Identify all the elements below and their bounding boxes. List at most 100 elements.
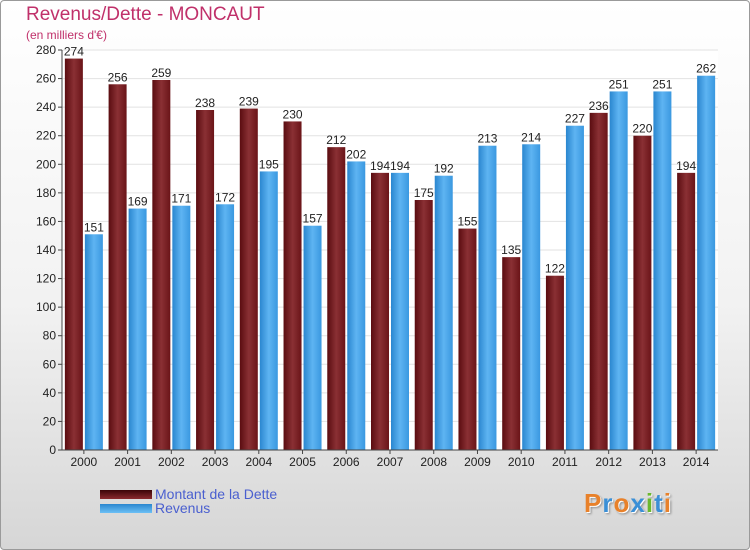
x-tick-label: 2011 [552, 455, 578, 469]
bar-revenus [172, 205, 191, 450]
data-label: 157 [303, 212, 323, 226]
proxiti-logo: Proxiti [584, 488, 672, 518]
bar-debt [589, 112, 608, 450]
bar-debt [108, 84, 127, 451]
y-tick-label: 160 [36, 214, 56, 228]
legend-label-revenus: Revenus [155, 500, 211, 516]
data-label: 192 [434, 162, 454, 176]
data-label: 239 [239, 95, 259, 109]
y-tick-label: 100 [36, 300, 56, 314]
bar-revenus [434, 175, 453, 450]
data-label: 236 [589, 99, 609, 113]
y-tick-label: 200 [36, 157, 56, 171]
bar-revenus [653, 91, 672, 450]
data-label: 169 [128, 195, 148, 209]
chart-title: Revenus/Dette - MONCAUT [26, 4, 265, 25]
data-label: 194 [676, 159, 696, 173]
x-tick-label: 2009 [464, 455, 491, 469]
bar-revenus [216, 204, 235, 450]
x-tick-label: 2004 [245, 455, 272, 469]
bar-debt [458, 228, 477, 450]
data-label: 230 [283, 107, 303, 121]
y-tick-label: 20 [43, 414, 57, 428]
y-tick-label: 140 [36, 243, 56, 257]
legend-swatch-revenus [100, 503, 152, 513]
data-label: 214 [521, 130, 541, 144]
data-label: 194 [370, 159, 390, 173]
x-tick-label: 2013 [639, 455, 666, 469]
data-label: 171 [171, 192, 191, 206]
y-tick-label: 280 [36, 43, 56, 57]
data-label: 251 [609, 77, 629, 91]
data-label: 238 [195, 96, 215, 110]
x-tick-label: 2010 [508, 455, 535, 469]
legend-swatch-debt [100, 489, 152, 499]
data-label: 122 [545, 262, 565, 276]
x-tick-label: 2008 [420, 455, 447, 469]
bar-revenus [609, 91, 628, 450]
y-tick-label: 260 [36, 72, 56, 86]
x-tick-label: 2005 [289, 455, 316, 469]
data-label: 256 [108, 70, 128, 84]
chart-subtitle: (en milliers d'€) [26, 28, 107, 42]
bar-debt [545, 275, 564, 450]
bar-revenus [128, 208, 147, 450]
y-tick-label: 240 [36, 100, 56, 114]
x-tick-label: 2014 [683, 455, 710, 469]
data-label: 227 [565, 112, 585, 126]
x-tick-label: 2002 [158, 455, 185, 469]
data-label: 274 [64, 45, 84, 59]
bar-revenus [303, 225, 322, 450]
bar-debt [502, 257, 521, 450]
y-tick-label: 0 [49, 443, 56, 457]
y-tick-label: 220 [36, 129, 56, 143]
bar-revenus [84, 234, 103, 450]
bar-debt [196, 110, 215, 450]
bar-revenus [697, 75, 716, 450]
y-tick-label: 180 [36, 186, 56, 200]
x-tick-label: 2001 [114, 455, 141, 469]
data-label: 220 [632, 122, 652, 136]
bar-revenus [478, 145, 497, 450]
y-tick-label: 120 [36, 272, 56, 286]
bar-revenus [347, 161, 366, 450]
bar-debt [371, 172, 389, 450]
data-label: 135 [501, 243, 521, 257]
data-label: 195 [259, 157, 279, 171]
bar-debt [152, 80, 171, 450]
data-label: 155 [457, 215, 477, 229]
data-label: 213 [477, 132, 497, 146]
data-label: 262 [696, 62, 716, 76]
bar-debt [633, 135, 652, 450]
bar-debt [64, 58, 83, 450]
y-tick-label: 80 [43, 329, 57, 343]
bar-debt [677, 172, 696, 450]
x-tick-label: 2006 [333, 455, 360, 469]
legend-item-debt: Montant de la Dette [100, 487, 277, 501]
data-label: 251 [652, 77, 672, 91]
bar-revenus [522, 144, 541, 451]
data-label: 202 [346, 147, 366, 161]
data-label: 175 [414, 186, 434, 200]
x-tick-label: 2003 [202, 455, 229, 469]
data-label: 212 [326, 133, 346, 147]
data-label: 172 [215, 190, 235, 204]
data-label: 194 [390, 159, 410, 173]
bar-debt [239, 108, 258, 451]
bar-debt [414, 200, 433, 450]
x-tick-label: 2000 [71, 455, 98, 469]
x-tick-label: 2007 [377, 455, 404, 469]
x-tick-label: 2012 [595, 455, 622, 469]
bar-revenus [259, 171, 278, 450]
y-tick-label: 40 [43, 386, 57, 400]
legend-item-revenus: Revenus [100, 501, 210, 515]
bar-revenus [391, 172, 409, 450]
data-label: 151 [84, 220, 104, 234]
y-tick-label: 60 [43, 357, 57, 371]
legend-label-debt: Montant de la Dette [155, 486, 278, 502]
data-label: 259 [151, 66, 171, 80]
bar-debt [327, 147, 346, 450]
bar-debt [283, 121, 302, 450]
bar-revenus [565, 125, 584, 450]
